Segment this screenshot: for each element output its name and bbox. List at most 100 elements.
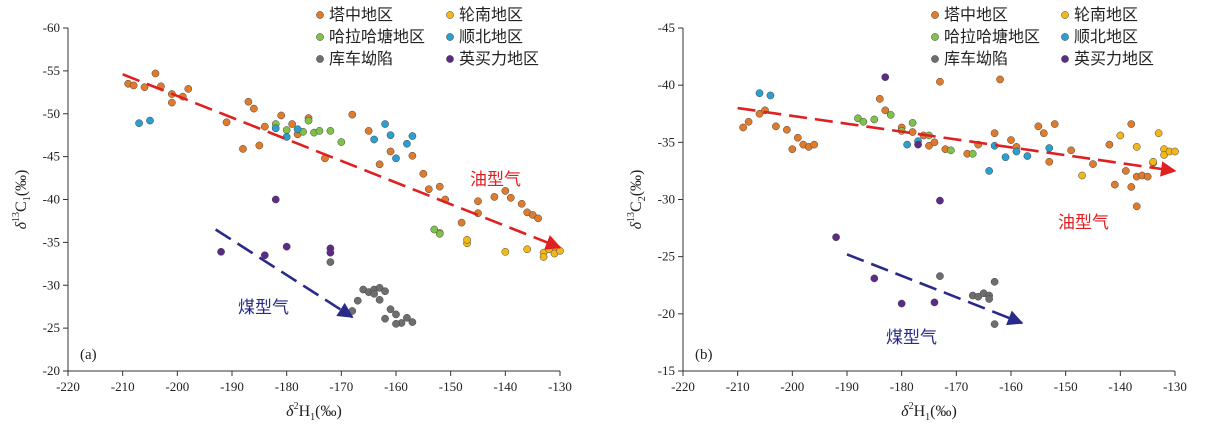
- data-point-kuche: [408, 318, 417, 326]
- legend-item: 哈拉哈塘地区: [316, 27, 425, 46]
- data-point-halahatang: [435, 229, 444, 238]
- legend-item: 顺北地区: [1061, 27, 1138, 46]
- data-point-tazhong: [1132, 202, 1141, 211]
- data-point-lunnan: [463, 235, 471, 244]
- data-point-shunbei: [766, 91, 775, 100]
- y-tick-label: -60: [43, 20, 60, 35]
- data-point-shunbei: [293, 125, 302, 134]
- data-point-tazhong: [375, 160, 384, 169]
- y-tick-label: -50: [43, 106, 60, 121]
- y-tick-label: -20: [658, 306, 675, 321]
- legend-item: 轮南地区: [1061, 5, 1138, 24]
- data-point-tazhong: [1045, 157, 1054, 166]
- data-point-tazhong: [419, 169, 428, 178]
- oil-gas-trend-arrow: [122, 73, 562, 250]
- x-tick-label: -140: [493, 379, 517, 394]
- legend-label: 顺北地区: [459, 27, 523, 46]
- data-point-tazhong: [424, 185, 433, 194]
- legend-item: 顺北地区: [446, 27, 523, 46]
- data-point-kuche: [370, 289, 378, 298]
- x-tick-label: -210: [111, 379, 135, 394]
- data-point-shunbei: [381, 120, 389, 128]
- data-point-tazhong: [408, 151, 417, 160]
- data-point-tazhong: [1089, 160, 1097, 168]
- y-axis-label: δ13C1(‰): [11, 170, 33, 230]
- panel-label: (a): [80, 347, 97, 363]
- data-point-tazhong: [990, 129, 999, 138]
- data-point-tazhong: [168, 98, 176, 107]
- data-point-lunnan: [1154, 129, 1163, 138]
- data-point-shunbei: [903, 140, 911, 149]
- data-point-tazhong: [129, 81, 138, 90]
- legend-label: 塔中地区: [944, 5, 1008, 24]
- data-point-kuche: [974, 292, 983, 301]
- legend-swatch: [931, 11, 939, 19]
- data-point-tazhong: [1007, 136, 1015, 144]
- data-point-kuche: [375, 283, 384, 292]
- legend-swatch: [1061, 11, 1069, 19]
- data-point-shunbei: [1023, 152, 1032, 160]
- data-point-shunbei: [408, 132, 417, 140]
- legend-label: 轮南地区: [1074, 5, 1138, 24]
- data-point-lunnan: [523, 245, 532, 254]
- data-point-tazhong: [244, 97, 253, 106]
- data-point-yingmaili: [832, 233, 840, 242]
- data-point-halahatang: [282, 126, 291, 134]
- x-axis-label: δ2H1(‰): [286, 401, 342, 423]
- data-point-tazhong: [772, 122, 780, 131]
- data-point-tazhong: [151, 69, 160, 78]
- data-point-tazhong: [810, 140, 819, 149]
- y-tick-label: -40: [658, 77, 675, 92]
- coal-gas-label: 煤型气: [238, 298, 289, 318]
- legend-swatch: [931, 33, 939, 41]
- data-point-yingmaili: [870, 274, 879, 283]
- data-point-tazhong: [435, 182, 444, 191]
- y-tick-label: -40: [43, 192, 60, 207]
- data-point-kuche: [990, 277, 999, 286]
- data-point-halahatang: [854, 114, 862, 123]
- y-tick-label: -30: [43, 277, 60, 292]
- data-point-shunbei: [370, 135, 378, 144]
- x-tick-label: -190: [835, 379, 859, 394]
- x-tick-label: -220: [56, 379, 80, 394]
- legend-label: 哈拉哈塘地区: [944, 27, 1040, 46]
- x-tick-label: -210: [726, 379, 750, 394]
- legend-item: 英买力地区: [446, 49, 539, 68]
- data-point-tazhong: [881, 106, 890, 115]
- legend-label: 英买力地区: [1074, 49, 1154, 68]
- y-axis-label: δ13C2(‰): [626, 170, 648, 230]
- data-point-lunnan: [1116, 131, 1125, 140]
- data-point-yingmaili: [930, 298, 939, 307]
- y-tick-label: -25: [43, 320, 60, 335]
- legend-item: 哈拉哈塘地区: [931, 27, 1040, 46]
- data-point-shunbei: [271, 124, 280, 133]
- data-point-kuche: [326, 258, 335, 266]
- x-tick-label: -130: [548, 379, 572, 394]
- legend-swatch: [931, 55, 939, 63]
- data-point-halahatang: [430, 225, 439, 234]
- y-tick-label: -30: [658, 192, 675, 207]
- legend-label: 轮南地区: [459, 5, 523, 24]
- data-point-tazhong: [783, 125, 791, 134]
- data-point-kuche: [386, 305, 395, 314]
- x-axis-label: δ2H1(‰): [901, 401, 957, 423]
- y-tick-label: -55: [43, 63, 60, 78]
- oil-gas-label: 油型气: [1058, 213, 1109, 233]
- data-point-halahatang: [886, 111, 895, 119]
- data-point-lunnan: [1149, 157, 1157, 166]
- data-point-kuche: [348, 307, 357, 315]
- data-point-halahatang: [326, 127, 335, 135]
- data-point-kuche: [990, 320, 999, 328]
- data-point-tazhong: [1143, 172, 1152, 181]
- x-tick-label: -170: [329, 379, 353, 394]
- legend-item: 英买力地区: [1061, 49, 1154, 68]
- legend-swatch: [446, 33, 454, 41]
- data-point-halahatang: [947, 146, 955, 155]
- data-point-yingmaili: [217, 247, 225, 256]
- data-point-tazhong: [386, 147, 395, 156]
- data-point-yingmaili: [936, 196, 944, 205]
- data-point-tazhong: [184, 85, 193, 93]
- legend-item: 库车坳陷: [316, 49, 393, 68]
- data-point-lunnan: [556, 247, 564, 255]
- data-point-tazhong: [936, 77, 944, 86]
